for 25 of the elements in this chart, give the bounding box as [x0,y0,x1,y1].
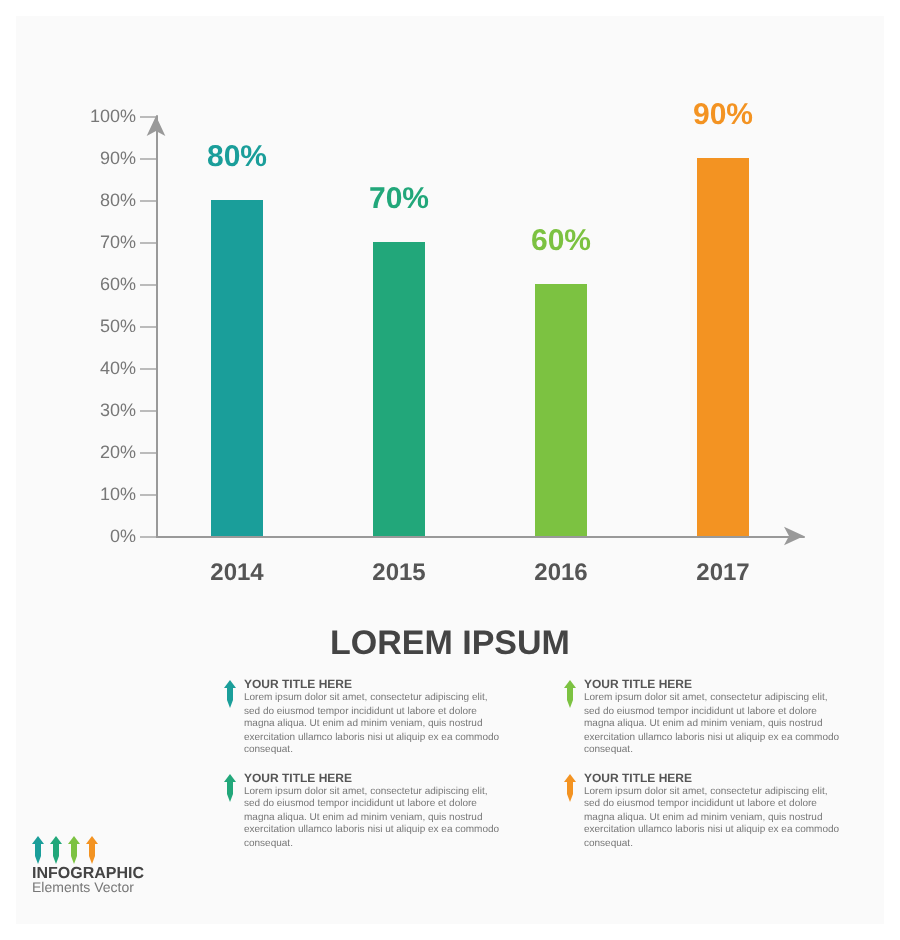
x-tick-label: 2017 [696,558,751,586]
data-label: 90% [692,98,754,132]
bar [535,284,587,536]
y-tick-label: 60% [99,274,136,294]
y-tick-label: 30% [99,400,136,420]
y-tick-label: 90% [99,148,136,168]
y-tick-label: 0% [109,526,136,546]
data-label: 60% [530,224,592,258]
y-tick-label: 40% [99,358,136,378]
x-tick-label: 2016 [534,558,589,586]
text: INFOGRAPHIC [32,864,144,882]
y-tick-label: 20% [99,442,136,462]
y-tick-label: 50% [99,316,136,336]
bar [697,158,749,536]
text: LOREM IPSUM [328,624,572,664]
y-tick-label: 70% [99,232,136,252]
data-label: 80% [206,140,268,174]
data-label: 70% [368,182,430,216]
bar [211,200,263,536]
x-tick-label: 2014 [210,558,265,586]
y-tick-label: 10% [99,484,136,504]
bar [373,242,425,536]
y-tick-label: 80% [99,190,136,210]
y-tick-label: 100% [89,106,136,126]
x-tick-label: 2015 [372,558,427,586]
